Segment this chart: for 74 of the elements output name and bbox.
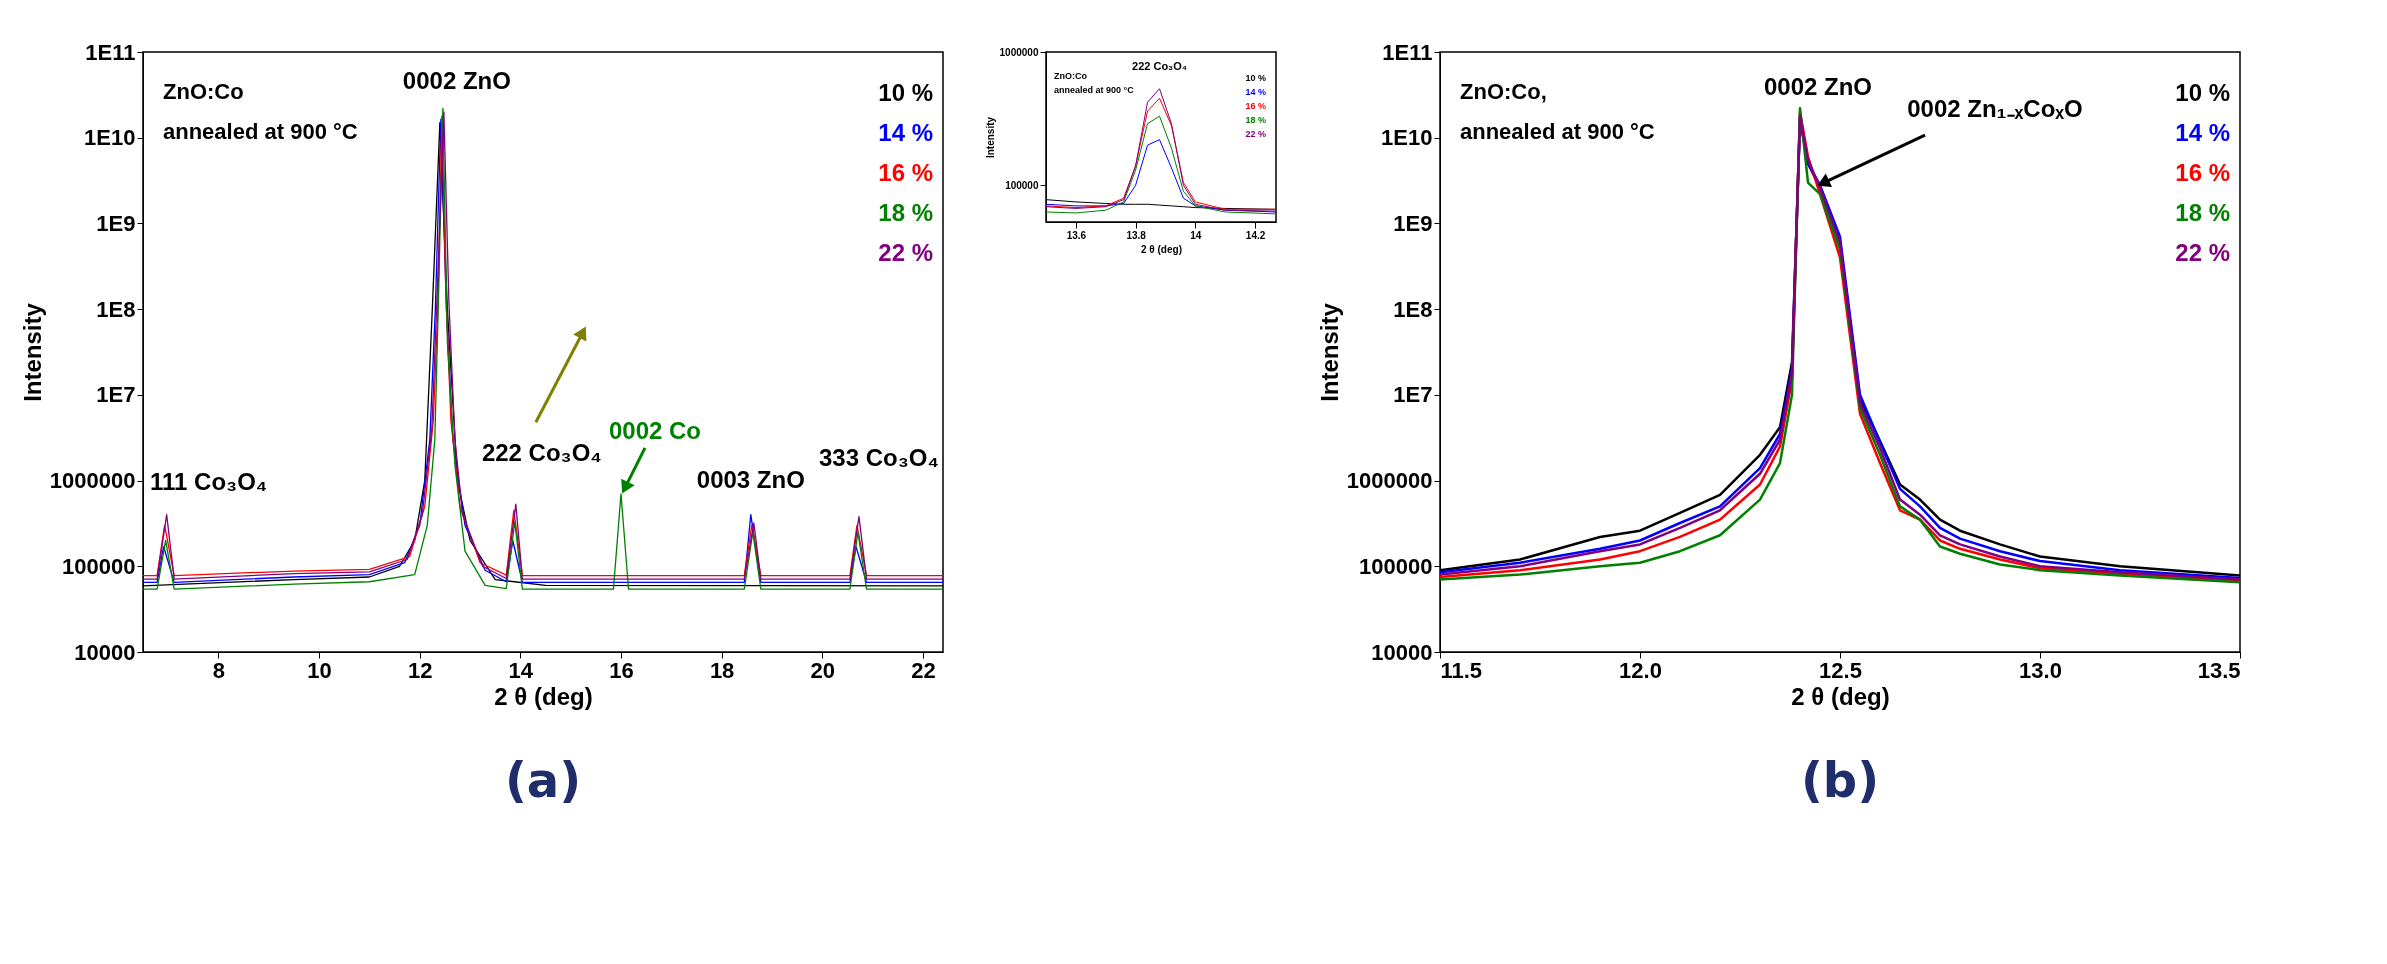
text: 16 % (2175, 159, 2230, 186)
text: 22 % (878, 239, 933, 266)
x-tick-label: 11.5 (1440, 657, 1483, 683)
x-tick-label: 16 (609, 657, 634, 683)
x-tick-label: 18 (709, 657, 735, 683)
y-tick-label: 1000000 (1346, 468, 1433, 494)
x-tick-label: 22 (911, 657, 936, 683)
annotation: annealed at 900 °C (1460, 119, 1655, 144)
y-tick-label: 1E7 (1393, 382, 1433, 408)
x-tick-label: 13.5 (2197, 657, 2241, 683)
y-axis-title: Intensity (18, 302, 46, 402)
annotation: 0002 ZnO (1763, 72, 1873, 100)
text: 10 % (1245, 73, 1266, 83)
y-tick-label: 1000000 (49, 468, 136, 494)
x-axis-title: 2 θ (deg) (494, 682, 593, 710)
text: 14 % (1245, 87, 1266, 97)
annotation: ZnO:Co (1054, 71, 1088, 81)
x-tick-label: 13.6 (1066, 229, 1087, 241)
y-tick-label: 10000 (74, 639, 136, 665)
text: 14 % (2175, 119, 2230, 146)
y-tick-label: 1E8 (1393, 296, 1433, 322)
x-axis-title: 2 θ (deg) (1141, 243, 1182, 255)
annotation: ZnO:Co, (1460, 79, 1547, 104)
annotation: 222 Co₃O₄ (481, 439, 602, 467)
y-tick-label: 10000 (1371, 639, 1433, 665)
x-tick-label: 12.5 (1819, 657, 1862, 683)
line-series (1046, 115, 1276, 215)
text: 14 % (878, 119, 933, 146)
y-tick-label: 1000000 (999, 46, 1039, 58)
text: (b) (1800, 752, 1880, 808)
x-tick-label: 14.2 (1245, 229, 1266, 241)
y-tick-label: 1E11 (1382, 39, 1433, 65)
y-tick-label: 1E7 (96, 382, 136, 408)
text: 22 % (2175, 239, 2230, 266)
text: 16 % (878, 159, 933, 186)
x-axis-title: 2 θ (deg) (1791, 682, 1890, 710)
y-tick-label: 1E9 (1393, 210, 1433, 236)
annotation: 0002 Zn₁₋ₓCoₓO (1907, 95, 2083, 123)
annotation: annealed at 900 °C (1054, 85, 1135, 95)
annotation: 0002 Co (608, 416, 702, 444)
x-tick-label: 12 (407, 657, 433, 683)
text: 18 % (2175, 199, 2230, 226)
y-tick-label: 1E8 (96, 296, 136, 322)
y-tick-label: 1E9 (96, 210, 136, 236)
text: 16 % (1245, 101, 1266, 111)
x-tick-label: 13.8 (1126, 229, 1147, 241)
y-tick-label: 100000 (62, 553, 136, 579)
text: 10 % (2175, 79, 2230, 106)
y-axis-title: Intensity (1315, 302, 1343, 402)
text: 18 % (1245, 115, 1266, 125)
y-tick-label: 100000 (1359, 553, 1433, 579)
x-tick-label: 12.0 (1619, 657, 1662, 683)
annotation: 0002 ZnO (402, 67, 511, 95)
x-tick-label: 14 (1190, 229, 1202, 241)
annotation: 0003 ZnO (696, 465, 805, 493)
x-tick-label: 20 (810, 657, 835, 683)
annotation: 222 Co₃O₄ (1132, 59, 1187, 72)
text: 22 % (1245, 129, 1266, 139)
text: 18 % (878, 199, 933, 226)
annotation: ZnO:Co (163, 79, 244, 104)
annotation: annealed at 900 °C (163, 119, 358, 144)
x-tick-label: 13.0 (2019, 657, 2062, 683)
y-tick-label: 1E11 (85, 39, 136, 65)
x-tick-label: 14 (508, 657, 534, 683)
annotation: 333 Co₃O₄ (819, 443, 939, 471)
y-tick-label: 1E10 (1381, 125, 1433, 151)
x-tick-label: 10 (307, 657, 332, 683)
text: 10 % (878, 79, 933, 106)
y-tick-label: 100000 (1005, 179, 1039, 191)
y-axis-title: Intensity (984, 116, 996, 159)
text: (a) (504, 752, 582, 808)
x-tick-label: 8 (212, 657, 226, 683)
annotation: 111 Co₃O₄ (150, 467, 268, 495)
y-tick-label: 1E10 (84, 125, 136, 151)
